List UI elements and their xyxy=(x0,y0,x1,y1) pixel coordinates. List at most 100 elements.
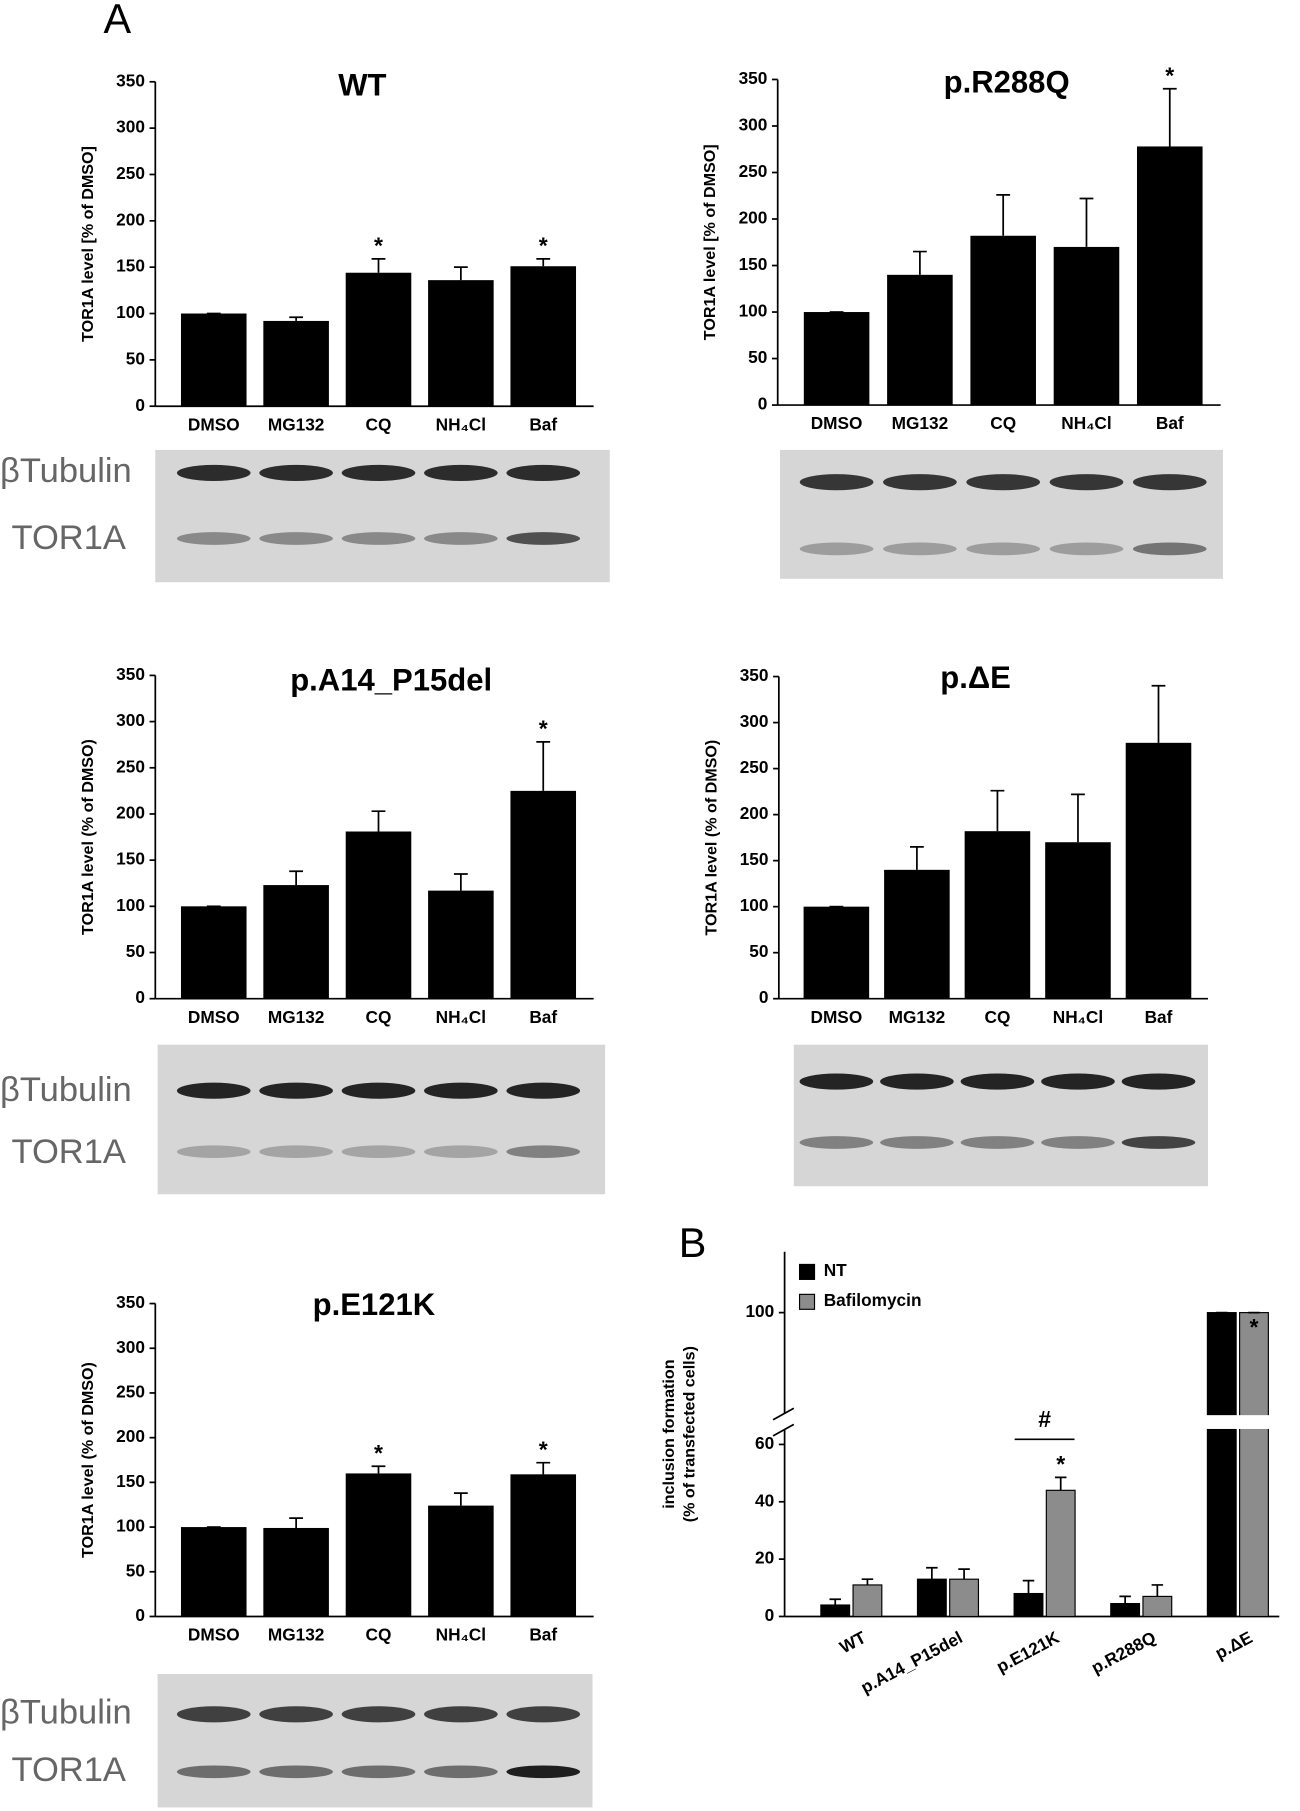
error-bar xyxy=(371,810,386,832)
bar xyxy=(1053,246,1120,406)
break-gap xyxy=(1206,1415,1238,1429)
error-bar xyxy=(289,316,304,321)
significance: * xyxy=(1056,1451,1065,1477)
x-tick-label: CQ xyxy=(984,1007,1010,1027)
error-bar xyxy=(536,1461,551,1475)
chart-title: WT xyxy=(338,68,386,103)
x-tick-label: p.R288Q xyxy=(1088,1627,1159,1678)
bar xyxy=(510,790,577,999)
y-tick-label: 60 xyxy=(755,1433,774,1453)
blot-band xyxy=(341,1765,416,1779)
x-tick-label: MG132 xyxy=(889,1007,946,1027)
error-bar xyxy=(453,873,468,891)
bracket-label: # xyxy=(1038,1406,1051,1432)
blot-band xyxy=(424,1082,498,1099)
bar xyxy=(510,1474,577,1617)
bar xyxy=(1110,1602,1141,1618)
y-tick-label: 300 xyxy=(116,117,145,137)
blot-band xyxy=(424,464,498,481)
x-tick-label: NH₄Cl xyxy=(1061,413,1111,433)
x-tick-label: DMSO xyxy=(188,414,240,434)
y-tick-label: 150 xyxy=(116,1471,145,1491)
blot-band xyxy=(176,532,251,545)
blot-band xyxy=(341,1706,416,1723)
blot-band xyxy=(424,1145,498,1159)
blot-band xyxy=(966,474,1040,491)
bar xyxy=(916,1578,947,1618)
error-bar xyxy=(453,266,468,281)
blot-image xyxy=(793,1044,1208,1187)
significance: * xyxy=(539,715,548,741)
panel-label: B xyxy=(679,1220,707,1266)
bar xyxy=(803,906,870,999)
blot-image xyxy=(157,1673,593,1808)
y-tick-label: 300 xyxy=(116,1337,145,1357)
y-tick-label: 200 xyxy=(740,803,769,823)
y-tick-label: 300 xyxy=(739,115,768,135)
bar xyxy=(263,320,329,407)
chart-title: p.R288Q xyxy=(944,64,1070,99)
error-bar xyxy=(958,1568,970,1580)
bar xyxy=(884,869,950,999)
y-tick-label: 150 xyxy=(739,254,768,274)
x-tick-label: p.A14_P15del xyxy=(857,1627,965,1697)
y-tick-label: 150 xyxy=(116,256,145,276)
y-tick-label: 0 xyxy=(135,395,145,415)
y-tick-label: 150 xyxy=(740,849,769,869)
y-tick-label: 100 xyxy=(740,895,769,915)
legend-swatch xyxy=(798,1293,816,1310)
bar xyxy=(180,313,247,407)
blot-band xyxy=(259,1082,333,1099)
blot-band xyxy=(424,1765,498,1779)
legend-label: Bafilomycin xyxy=(824,1290,922,1310)
chart-title: p.A14_P15del xyxy=(290,663,492,698)
y-axis-label: TOR1A level [% of DMSO] xyxy=(701,144,719,340)
blot-band xyxy=(506,1706,581,1723)
bar xyxy=(1125,742,1192,999)
significance: * xyxy=(374,232,383,258)
y-tick-label: 200 xyxy=(116,1426,145,1446)
blot-image xyxy=(780,449,1223,579)
y-tick-label: 150 xyxy=(116,849,145,869)
blot-band xyxy=(883,542,957,556)
y-tick-label: 250 xyxy=(116,756,145,776)
x-tick-label: Baf xyxy=(529,414,557,434)
x-tick-label: MG132 xyxy=(892,413,949,433)
blot-band xyxy=(341,532,416,545)
error-bar xyxy=(990,789,1005,832)
blot-band xyxy=(1121,1136,1196,1149)
x-tick-label: DMSO xyxy=(811,413,863,433)
blot-band xyxy=(176,1082,251,1099)
y-tick-label: 20 xyxy=(755,1548,774,1568)
break-gap xyxy=(1238,1415,1270,1429)
y-tick-label: 0 xyxy=(759,987,769,1007)
x-tick-label: NH₄Cl xyxy=(436,1625,486,1645)
y-tick-label: 250 xyxy=(116,1382,145,1402)
blot-band xyxy=(1132,474,1207,491)
error-bar xyxy=(926,1566,938,1580)
blot-band xyxy=(1049,542,1124,556)
error-bar xyxy=(289,870,304,886)
y-axis-label: inclusion formation xyxy=(660,1359,678,1508)
blot-band xyxy=(176,1145,251,1159)
legend-swatch xyxy=(798,1263,816,1280)
blot-band xyxy=(966,542,1040,556)
bar xyxy=(852,1584,883,1618)
y-tick-label: 350 xyxy=(740,665,769,685)
blot-band xyxy=(880,1073,954,1090)
error-bar xyxy=(453,1492,468,1506)
bar xyxy=(1239,1312,1269,1618)
blot-band xyxy=(259,1706,333,1723)
error-bar xyxy=(1151,1584,1164,1597)
blot-band xyxy=(799,1136,874,1149)
x-tick-label: CQ xyxy=(366,1007,392,1027)
y-tick-label: 250 xyxy=(740,757,769,777)
blot-label: βTubulin xyxy=(0,452,132,490)
y-tick-label: 50 xyxy=(126,1560,145,1580)
error-bar xyxy=(536,257,551,267)
x-tick-label: CQ xyxy=(990,413,1016,433)
x-tick-label: Baf xyxy=(529,1007,557,1027)
x-tick-label: p.E121K xyxy=(993,1627,1063,1677)
error-bar xyxy=(371,257,386,273)
